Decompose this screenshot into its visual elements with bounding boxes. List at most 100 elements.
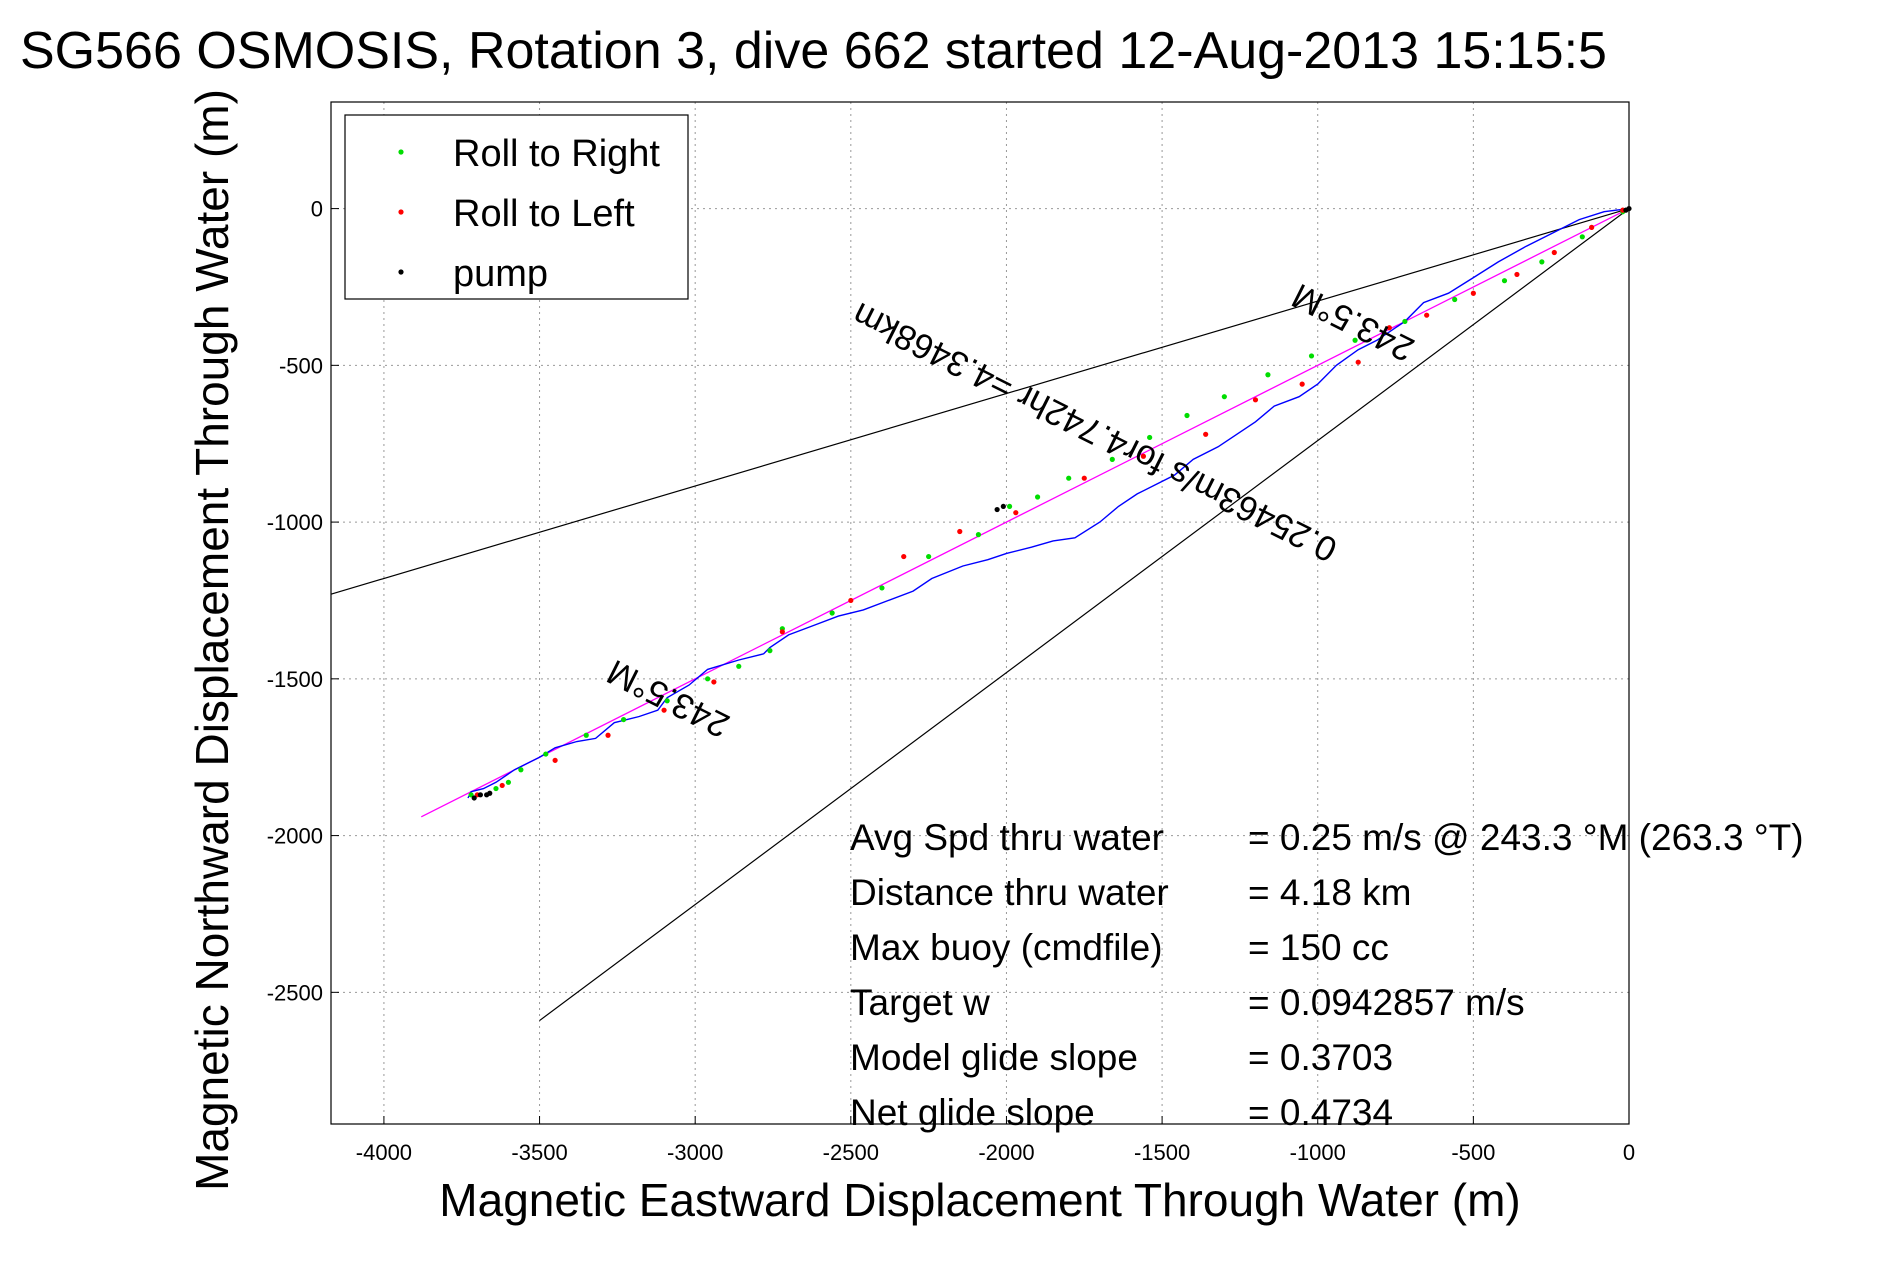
stat-value: = 0.3703 xyxy=(1248,1037,1393,1078)
angle-annotation: 0.25463m/s for4.742hr =4.3468km xyxy=(846,295,1343,570)
x-tick-label: -2000 xyxy=(978,1140,1034,1165)
x-tick-label: -1500 xyxy=(1134,1140,1190,1165)
stat-value: = 150 cc xyxy=(1248,927,1389,968)
marker-roll-to-right xyxy=(829,610,835,616)
marker-pump xyxy=(477,792,484,798)
legend-label: Roll to Left xyxy=(453,193,635,235)
marker-roll-to-left xyxy=(1299,381,1305,387)
x-tick-label: -3000 xyxy=(667,1140,723,1165)
marker-roll-to-left xyxy=(1589,224,1595,230)
marker-roll-to-left xyxy=(1252,397,1259,403)
x-tick-label: 0 xyxy=(1623,1140,1635,1165)
angle-annotation: 243.5°M xyxy=(1286,276,1420,369)
stat-label: Model glide slope xyxy=(850,1037,1138,1078)
marker-roll-to-left xyxy=(848,597,854,604)
marker-roll-to-right xyxy=(583,732,589,738)
stat-value: = 0.4734 xyxy=(1248,1092,1393,1133)
marker-roll-to-left xyxy=(1514,271,1520,278)
stats-text: Avg Spd thru water = 0.25 m/s @ 243.3 °M … xyxy=(850,817,1804,1133)
marker-roll-to-right xyxy=(493,785,499,792)
marker-roll-to-right xyxy=(1402,318,1408,325)
marker-roll-to-left xyxy=(1355,359,1361,365)
marker-roll-to-right xyxy=(1501,278,1508,284)
marker-roll-to-left xyxy=(552,757,558,763)
marker-roll-to-right xyxy=(926,553,932,560)
marker-roll-to-left xyxy=(957,528,963,535)
x-tick-label: -1000 xyxy=(1290,1140,1346,1165)
marker-roll-to-right xyxy=(1109,456,1115,462)
marker-roll-to-left xyxy=(1081,475,1087,481)
marker-pump xyxy=(994,506,1000,513)
marker-roll-to-left xyxy=(901,553,907,560)
marker-roll-to-right xyxy=(620,716,627,723)
marker-roll-to-right xyxy=(1539,259,1545,265)
y-tick-label: -1500 xyxy=(267,667,323,692)
marker-roll-to-right xyxy=(879,585,885,591)
stat-label: Net glide slope xyxy=(850,1092,1095,1133)
x-tick-label: -3500 xyxy=(511,1140,567,1165)
marker-roll-to-right xyxy=(518,767,524,773)
legend-box xyxy=(344,114,689,300)
annotations: 243.5°M0.25463m/s for4.742hr =4.3468km24… xyxy=(601,276,1420,746)
marker-roll-to-right xyxy=(1006,503,1013,510)
bearing-line xyxy=(330,208,1630,595)
marker-roll-to-left xyxy=(1140,453,1147,459)
axis-ticks: -4000 -3500 -3000 -2500 -2000 -1500 -1000 -500 0… xyxy=(267,197,1635,1165)
marker-pump xyxy=(487,790,493,796)
y-tick-label: -2000 xyxy=(267,824,323,849)
marker-roll-to-left xyxy=(1424,312,1430,318)
marker-roll-to-right xyxy=(1066,475,1072,481)
y-tick-label: 0 xyxy=(311,197,323,222)
marker-roll-to-left xyxy=(499,782,505,789)
marker-roll-to-right xyxy=(543,751,549,757)
marker-roll-to-left xyxy=(605,732,611,738)
marker-roll-to-right xyxy=(1147,434,1153,441)
marker-roll-to-left xyxy=(1551,249,1557,256)
marker-roll-to-right xyxy=(1352,337,1358,343)
legend-marker xyxy=(398,269,404,275)
bearing-line xyxy=(539,208,1630,1022)
legend-label: pump xyxy=(453,253,548,295)
x-tick-label: -500 xyxy=(1451,1140,1495,1165)
marker-roll-to-right xyxy=(505,779,512,785)
stat-label: Distance thru water xyxy=(850,872,1169,913)
marker-roll-to-right xyxy=(1221,394,1227,400)
marker-roll-to-left xyxy=(1386,325,1392,331)
marker-roll-to-right xyxy=(664,698,670,704)
y-tick-label: -1000 xyxy=(267,510,323,535)
marker-roll-to-right xyxy=(975,532,982,538)
stat-label: Target w xyxy=(850,982,990,1023)
stat-value: = 0.0942857 m/s xyxy=(1248,982,1525,1023)
y-axis-label: Magnetic Northward Displacement Through … xyxy=(186,89,238,1191)
legend: Roll to Right Roll to Left pump xyxy=(344,114,689,300)
stat-value: = 0.25 m/s @ 243.3 °M (263.3 °T) xyxy=(1248,817,1804,858)
chart-title: SG566 OSMOSIS, Rotation 3, dive 662 star… xyxy=(20,22,1607,80)
marker-roll-to-left xyxy=(1013,510,1019,516)
marker-roll-to-left xyxy=(779,629,785,635)
y-tick-label: -500 xyxy=(279,353,323,378)
marker-pump xyxy=(1000,503,1006,510)
x-axis-label: Magnetic Eastward Displacement Through W… xyxy=(439,1174,1520,1226)
marker-roll-to-right xyxy=(1184,412,1190,419)
marker-roll-to-left xyxy=(1470,290,1476,296)
stat-label: Avg Spd thru water xyxy=(850,817,1164,858)
x-tick-label: -4000 xyxy=(356,1140,412,1165)
marker-roll-to-right xyxy=(767,648,773,654)
marker-roll-to-right xyxy=(736,663,742,669)
marker-roll-to-right xyxy=(1265,372,1271,378)
marker-roll-to-left xyxy=(711,679,717,685)
marker-roll-to-right xyxy=(1034,494,1041,500)
marker-roll-to-right xyxy=(705,676,711,682)
stat-value: = 4.18 km xyxy=(1248,872,1412,913)
legend-marker xyxy=(398,209,404,215)
x-tick-label: -2500 xyxy=(823,1140,879,1165)
track-line xyxy=(467,207,1630,799)
legend-label: Roll to Right xyxy=(453,133,660,175)
plot-frame xyxy=(330,101,1630,1125)
marker-roll-to-left xyxy=(1203,431,1209,437)
marker-roll-to-right xyxy=(1452,296,1458,303)
angle-annotation: 243.5°M xyxy=(601,652,735,745)
marker-roll-to-left xyxy=(661,707,667,713)
marker-roll-to-right xyxy=(1579,234,1585,240)
